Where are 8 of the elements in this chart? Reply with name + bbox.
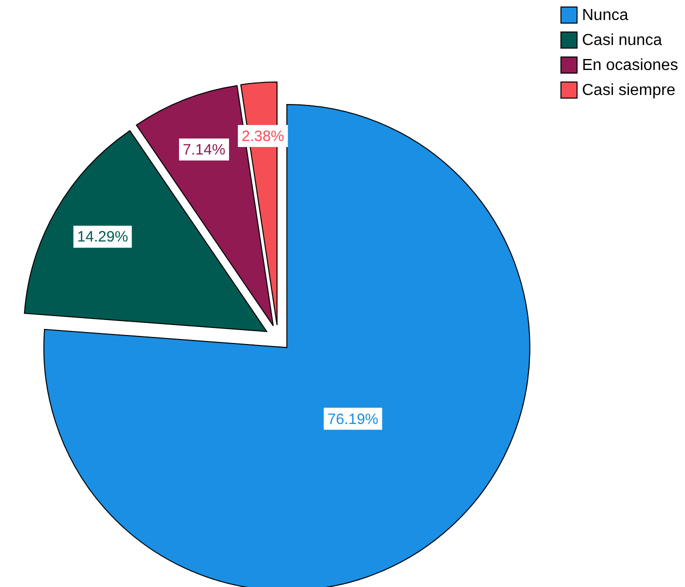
legend-label: Nunca	[582, 7, 628, 24]
legend-label: En ocasiones	[582, 57, 678, 74]
legend-label: Casi nunca	[582, 32, 662, 49]
data-label: 2.38%	[242, 128, 284, 146]
data-label: 14.29%	[77, 228, 128, 246]
legend-label: Casi siempre	[582, 82, 676, 99]
data-label: 76.19%	[328, 410, 378, 428]
data-label: 7.14%	[182, 141, 226, 158]
